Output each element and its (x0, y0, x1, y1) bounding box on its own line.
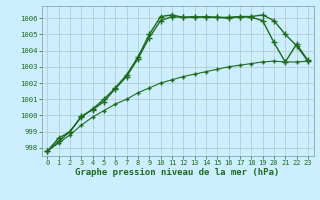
X-axis label: Graphe pression niveau de la mer (hPa): Graphe pression niveau de la mer (hPa) (76, 168, 280, 177)
